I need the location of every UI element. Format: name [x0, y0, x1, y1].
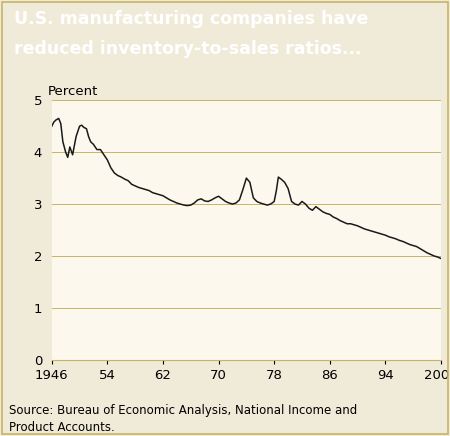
Text: reduced inventory-to-sales ratios...: reduced inventory-to-sales ratios... [14, 40, 362, 58]
Text: Source: Bureau of Economic Analysis, National Income and
Product Accounts.: Source: Bureau of Economic Analysis, Nat… [9, 404, 357, 434]
Text: Percent: Percent [47, 85, 98, 98]
Text: U.S. manufacturing companies have: U.S. manufacturing companies have [14, 10, 369, 28]
